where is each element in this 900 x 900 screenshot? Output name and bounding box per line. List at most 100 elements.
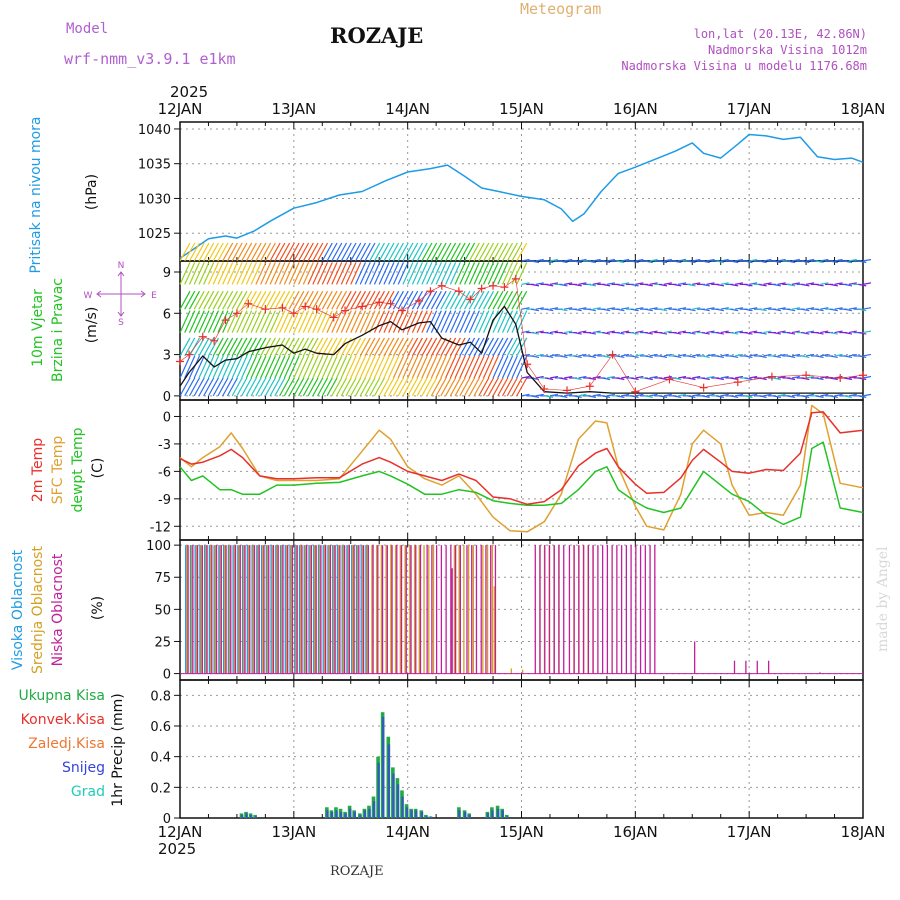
wind-barb (573, 283, 582, 287)
wind-barb (288, 337, 300, 357)
wind-barb (521, 307, 530, 310)
wind-barb (407, 310, 419, 333)
wind-barb (426, 377, 438, 397)
wind-barb (701, 331, 710, 335)
y-tick-label: 100 (146, 539, 171, 554)
wind-barb (692, 307, 701, 310)
wind-barb (397, 355, 409, 379)
wind-barb (345, 355, 357, 379)
wind-barb (687, 308, 696, 312)
wind-barb (430, 242, 442, 262)
wind-barb (454, 337, 466, 357)
wind-barb (758, 283, 767, 287)
precip-snow-bar (368, 808, 371, 818)
wind-barb (630, 331, 639, 335)
wind-barb (198, 242, 210, 262)
wind-barb (350, 290, 362, 310)
wind-barb (255, 355, 267, 379)
wind-barb (545, 260, 554, 264)
wind-barb (549, 258, 559, 262)
temp-unit: (C) (90, 458, 106, 479)
precip-snow-bar (339, 811, 343, 818)
wind-barb (692, 282, 701, 285)
wind-barb (483, 262, 495, 285)
wind-barb (573, 331, 582, 335)
wind-barb (487, 262, 499, 285)
wind-barb (445, 337, 457, 357)
wind-barb (858, 308, 867, 312)
wind-barb (402, 242, 414, 262)
wind-barb (587, 355, 597, 359)
wind-barb (317, 355, 329, 379)
wind-barb (231, 337, 243, 357)
precip-snow-bar (415, 810, 418, 818)
compass-s: S (118, 318, 124, 328)
wind-barb (317, 310, 329, 333)
pressure-labels: Pritisak na nivou mora (hPa) (28, 116, 100, 273)
wind-barb (392, 242, 404, 262)
wind-barb (805, 393, 815, 397)
wind-barb (492, 377, 504, 397)
wind-barb (701, 377, 710, 381)
wind-barb (749, 375, 758, 379)
wind-barb (245, 337, 257, 357)
wind-barb (730, 355, 739, 359)
wind-barb (217, 355, 229, 379)
wind-barb (644, 377, 653, 381)
precip-snow-bar (363, 810, 367, 818)
wind-barb (658, 395, 668, 398)
wind-barb (592, 353, 601, 357)
wind-barb (492, 337, 504, 357)
wind-barb (473, 262, 485, 285)
wind-barb (407, 242, 419, 262)
wind-barb (744, 395, 753, 398)
wind-barb (730, 395, 739, 398)
wind-barb (602, 395, 611, 398)
wind-barb (862, 307, 872, 310)
wind-barb (791, 258, 800, 262)
wind-barb (317, 262, 329, 285)
wind-barb (692, 330, 701, 334)
wind-barb (454, 262, 466, 285)
wind-barb (212, 355, 224, 379)
wind-barb (535, 393, 544, 397)
wind-barb (506, 337, 518, 357)
wind-barb (383, 355, 395, 379)
wind-barb (616, 355, 625, 359)
wind-barb (449, 262, 461, 285)
wind-barb (501, 355, 514, 379)
wind-barb (473, 337, 485, 357)
wind-barb (260, 377, 272, 397)
wind-barb (473, 377, 485, 397)
wind-barb (620, 330, 630, 334)
wind-barb (269, 377, 281, 397)
wind-barb (630, 283, 639, 287)
wind-barb (260, 355, 272, 379)
wind-barb (492, 355, 504, 379)
wind-barb (549, 393, 559, 397)
wind-barb (203, 377, 215, 397)
y-tick-label: 50 (154, 603, 171, 618)
precip-legend-frz: Zaledj.Kisa (28, 736, 105, 752)
wind-barb (805, 375, 815, 379)
year-bottom: 2025 (158, 840, 196, 858)
wind-barb (602, 283, 611, 287)
wind-barb (383, 290, 395, 310)
wind-barb (468, 355, 480, 379)
wind-barb (454, 242, 466, 262)
panel-cloud: 0 25 50 75 100 (146, 539, 864, 683)
wind-barb (801, 355, 810, 359)
wind-barb (635, 375, 644, 379)
wind-barb (326, 337, 338, 357)
wind-barb (416, 355, 428, 379)
wind-barb (193, 337, 205, 357)
wind-barb (858, 283, 867, 287)
wind-ylabel-2: Brzina i Pravac (50, 278, 66, 382)
wind-barb (549, 375, 559, 379)
precip-snow-bar (486, 813, 490, 818)
wind-barb (392, 377, 404, 397)
y-tick-label: 75 (154, 571, 171, 586)
wind-barb (521, 375, 530, 379)
wind-barb (829, 355, 838, 359)
